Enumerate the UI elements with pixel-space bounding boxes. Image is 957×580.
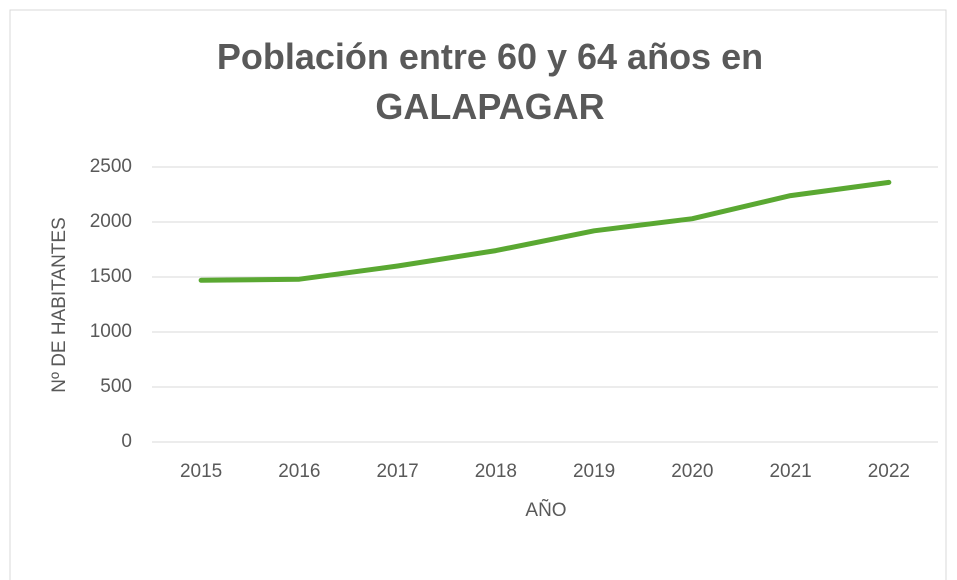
y-axis-label: Nº DE HABITANTES — [49, 217, 70, 393]
chart-frame — [9, 9, 947, 580]
y-tick-label: 2000 — [90, 211, 132, 232]
x-tick-label: 2020 — [671, 461, 713, 482]
x-tick-label: 2015 — [180, 461, 222, 482]
y-tick-label: 1000 — [90, 321, 132, 342]
line-series — [198, 179, 892, 283]
x-tick-label: 2019 — [573, 461, 615, 482]
y-tick-label: 500 — [100, 376, 132, 397]
y-tick-label: 2500 — [90, 156, 132, 177]
chart-title: Población entre 60 y 64 años en GALAPAGA… — [216, 36, 764, 127]
x-tick-label: 2021 — [769, 461, 811, 482]
x-tick-label: 2022 — [868, 461, 910, 482]
x-tick-label: 2016 — [278, 461, 320, 482]
y-tick-label: 0 — [121, 431, 132, 452]
x-axis-label: AÑO — [525, 499, 566, 521]
x-tick-label: 2017 — [376, 461, 418, 482]
x-tick-label: 2018 — [475, 461, 517, 482]
y-tick-label: 1500 — [90, 266, 132, 287]
